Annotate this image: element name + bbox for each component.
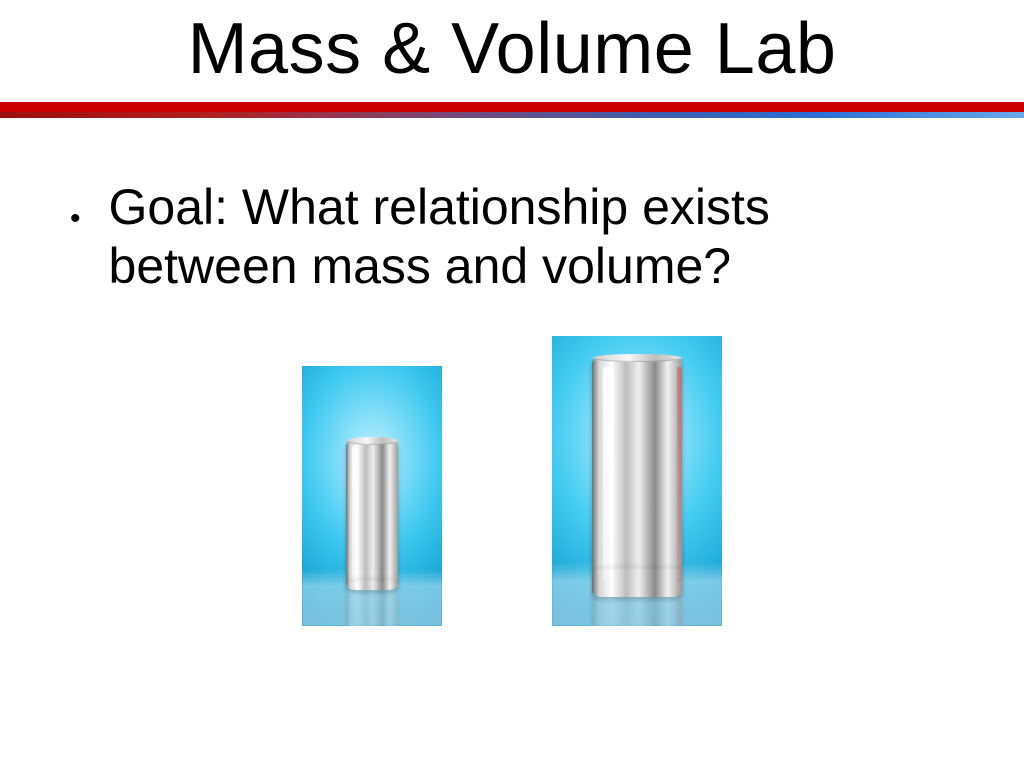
bullet-row: • Goal: What relationship exists between… bbox=[0, 178, 1024, 296]
metal-cylinder-icon bbox=[592, 357, 682, 597]
cylinder-reflection bbox=[346, 581, 398, 626]
cylinder-reflection bbox=[592, 569, 682, 626]
images-row bbox=[0, 336, 1024, 626]
large-cylinder-image bbox=[552, 336, 722, 626]
title-divider bbox=[0, 102, 1024, 118]
small-cylinder-image bbox=[302, 366, 442, 626]
divider-red-bar bbox=[0, 102, 1024, 112]
divider-gradient-bar bbox=[0, 112, 1024, 118]
bullet-dot-icon: • bbox=[70, 204, 81, 234]
bullet-text: Goal: What relationship exists between m… bbox=[109, 178, 964, 296]
slide-title: Mass & Volume Lab bbox=[0, 0, 1024, 90]
metal-cylinder-icon bbox=[346, 440, 398, 590]
